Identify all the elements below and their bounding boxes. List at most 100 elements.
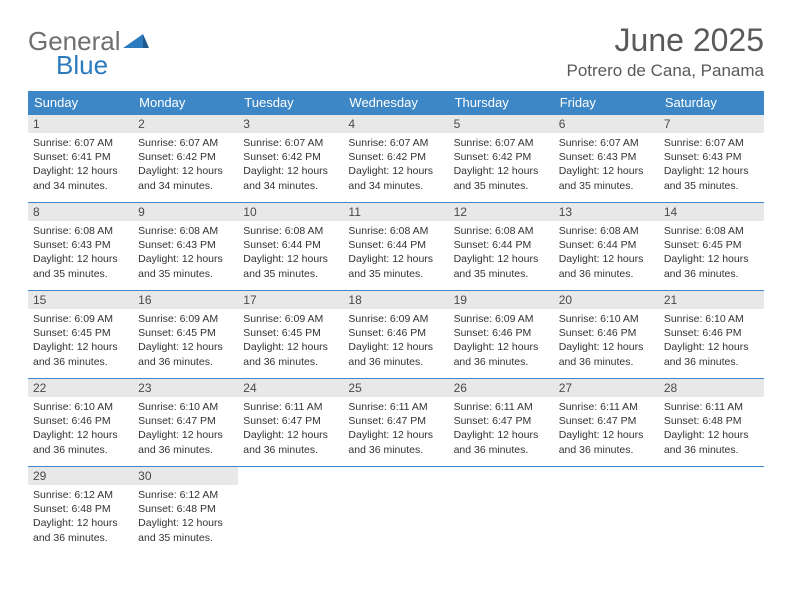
day-cell: 21Sunrise: 6:10 AMSunset: 6:46 PMDayligh…	[659, 291, 764, 379]
day-cell: 27Sunrise: 6:11 AMSunset: 6:47 PMDayligh…	[554, 379, 659, 467]
sunrise-line: Sunrise: 6:08 AM	[33, 224, 128, 238]
sunrise-line: Sunrise: 6:09 AM	[138, 312, 233, 326]
day-number: 19	[449, 291, 554, 309]
sunset-line: Sunset: 6:45 PM	[664, 238, 759, 252]
day-details: Sunrise: 6:08 AMSunset: 6:44 PMDaylight:…	[554, 221, 659, 285]
sunset-line: Sunset: 6:43 PM	[559, 150, 654, 164]
day-number: 3	[238, 115, 343, 133]
daylight-line: Daylight: 12 hours and 35 minutes.	[138, 516, 233, 544]
sunset-line: Sunset: 6:44 PM	[559, 238, 654, 252]
day-cell: 9Sunrise: 6:08 AMSunset: 6:43 PMDaylight…	[133, 203, 238, 291]
day-details: Sunrise: 6:08 AMSunset: 6:44 PMDaylight:…	[238, 221, 343, 285]
week-row: 1Sunrise: 6:07 AMSunset: 6:41 PMDaylight…	[28, 115, 764, 203]
daylight-line: Daylight: 12 hours and 36 minutes.	[559, 340, 654, 368]
day-cell: 2Sunrise: 6:07 AMSunset: 6:42 PMDaylight…	[133, 115, 238, 203]
day-details: Sunrise: 6:08 AMSunset: 6:43 PMDaylight:…	[133, 221, 238, 285]
sunrise-line: Sunrise: 6:08 AM	[559, 224, 654, 238]
day-details: Sunrise: 6:11 AMSunset: 6:47 PMDaylight:…	[554, 397, 659, 461]
weekday-header-row: Sunday Monday Tuesday Wednesday Thursday…	[28, 91, 764, 115]
day-cell: 26Sunrise: 6:11 AMSunset: 6:47 PMDayligh…	[449, 379, 554, 467]
day-details: Sunrise: 6:09 AMSunset: 6:46 PMDaylight:…	[343, 309, 448, 373]
day-cell	[238, 467, 343, 555]
day-cell: 3Sunrise: 6:07 AMSunset: 6:42 PMDaylight…	[238, 115, 343, 203]
sunset-line: Sunset: 6:44 PM	[454, 238, 549, 252]
day-details: Sunrise: 6:09 AMSunset: 6:45 PMDaylight:…	[238, 309, 343, 373]
day-cell	[343, 467, 448, 555]
day-details: Sunrise: 6:07 AMSunset: 6:42 PMDaylight:…	[238, 133, 343, 197]
day-cell: 19Sunrise: 6:09 AMSunset: 6:46 PMDayligh…	[449, 291, 554, 379]
weekday-header: Monday	[133, 91, 238, 115]
brand-logo-text: General Blue	[28, 28, 121, 78]
day-number: 29	[28, 467, 133, 485]
day-number: 12	[449, 203, 554, 221]
day-cell: 28Sunrise: 6:11 AMSunset: 6:48 PMDayligh…	[659, 379, 764, 467]
day-cell: 29Sunrise: 6:12 AMSunset: 6:48 PMDayligh…	[28, 467, 133, 555]
day-details: Sunrise: 6:11 AMSunset: 6:48 PMDaylight:…	[659, 397, 764, 461]
daylight-line: Daylight: 12 hours and 35 minutes.	[559, 164, 654, 192]
day-number: 26	[449, 379, 554, 397]
daylight-line: Daylight: 12 hours and 36 minutes.	[348, 340, 443, 368]
sunset-line: Sunset: 6:43 PM	[33, 238, 128, 252]
brand-triangle-icon	[123, 30, 149, 52]
day-number: 11	[343, 203, 448, 221]
daylight-line: Daylight: 12 hours and 34 minutes.	[33, 164, 128, 192]
day-number: 9	[133, 203, 238, 221]
day-number: 17	[238, 291, 343, 309]
brand-logo: General Blue	[28, 22, 149, 78]
daylight-line: Daylight: 12 hours and 36 minutes.	[454, 428, 549, 456]
day-number: 10	[238, 203, 343, 221]
day-cell: 18Sunrise: 6:09 AMSunset: 6:46 PMDayligh…	[343, 291, 448, 379]
day-number: 23	[133, 379, 238, 397]
week-row: 29Sunrise: 6:12 AMSunset: 6:48 PMDayligh…	[28, 467, 764, 555]
daylight-line: Daylight: 12 hours and 34 minutes.	[138, 164, 233, 192]
sunset-line: Sunset: 6:43 PM	[664, 150, 759, 164]
daylight-line: Daylight: 12 hours and 35 minutes.	[348, 252, 443, 280]
sunset-line: Sunset: 6:48 PM	[138, 502, 233, 516]
daylight-line: Daylight: 12 hours and 35 minutes.	[138, 252, 233, 280]
day-cell: 20Sunrise: 6:10 AMSunset: 6:46 PMDayligh…	[554, 291, 659, 379]
day-details: Sunrise: 6:12 AMSunset: 6:48 PMDaylight:…	[133, 485, 238, 549]
sunset-line: Sunset: 6:44 PM	[348, 238, 443, 252]
day-number: 20	[554, 291, 659, 309]
daylight-line: Daylight: 12 hours and 36 minutes.	[664, 252, 759, 280]
calendar-table: Sunday Monday Tuesday Wednesday Thursday…	[28, 91, 764, 555]
sunset-line: Sunset: 6:42 PM	[348, 150, 443, 164]
sunset-line: Sunset: 6:47 PM	[243, 414, 338, 428]
daylight-line: Daylight: 12 hours and 36 minutes.	[33, 340, 128, 368]
daylight-line: Daylight: 12 hours and 36 minutes.	[664, 340, 759, 368]
sunset-line: Sunset: 6:45 PM	[33, 326, 128, 340]
week-row: 15Sunrise: 6:09 AMSunset: 6:45 PMDayligh…	[28, 291, 764, 379]
day-details: Sunrise: 6:07 AMSunset: 6:42 PMDaylight:…	[449, 133, 554, 197]
day-details: Sunrise: 6:07 AMSunset: 6:43 PMDaylight:…	[554, 133, 659, 197]
sunset-line: Sunset: 6:47 PM	[559, 414, 654, 428]
sunrise-line: Sunrise: 6:11 AM	[664, 400, 759, 414]
day-cell: 6Sunrise: 6:07 AMSunset: 6:43 PMDaylight…	[554, 115, 659, 203]
sunrise-line: Sunrise: 6:07 AM	[138, 136, 233, 150]
day-cell: 1Sunrise: 6:07 AMSunset: 6:41 PMDaylight…	[28, 115, 133, 203]
page: General Blue June 2025 Potrero de Cana, …	[0, 0, 792, 555]
day-details: Sunrise: 6:08 AMSunset: 6:44 PMDaylight:…	[449, 221, 554, 285]
day-cell: 14Sunrise: 6:08 AMSunset: 6:45 PMDayligh…	[659, 203, 764, 291]
sunrise-line: Sunrise: 6:11 AM	[454, 400, 549, 414]
day-cell: 10Sunrise: 6:08 AMSunset: 6:44 PMDayligh…	[238, 203, 343, 291]
day-details: Sunrise: 6:08 AMSunset: 6:44 PMDaylight:…	[343, 221, 448, 285]
day-cell: 5Sunrise: 6:07 AMSunset: 6:42 PMDaylight…	[449, 115, 554, 203]
daylight-line: Daylight: 12 hours and 35 minutes.	[33, 252, 128, 280]
day-cell	[659, 467, 764, 555]
day-details: Sunrise: 6:07 AMSunset: 6:42 PMDaylight:…	[343, 133, 448, 197]
daylight-line: Daylight: 12 hours and 36 minutes.	[664, 428, 759, 456]
daylight-line: Daylight: 12 hours and 36 minutes.	[243, 340, 338, 368]
sunset-line: Sunset: 6:44 PM	[243, 238, 338, 252]
day-details: Sunrise: 6:07 AMSunset: 6:43 PMDaylight:…	[659, 133, 764, 197]
day-details: Sunrise: 6:10 AMSunset: 6:46 PMDaylight:…	[28, 397, 133, 461]
sunset-line: Sunset: 6:42 PM	[454, 150, 549, 164]
sunset-line: Sunset: 6:46 PM	[559, 326, 654, 340]
sunrise-line: Sunrise: 6:07 AM	[348, 136, 443, 150]
sunset-line: Sunset: 6:46 PM	[454, 326, 549, 340]
weekday-header: Friday	[554, 91, 659, 115]
day-cell: 7Sunrise: 6:07 AMSunset: 6:43 PMDaylight…	[659, 115, 764, 203]
day-details: Sunrise: 6:09 AMSunset: 6:45 PMDaylight:…	[28, 309, 133, 373]
sunset-line: Sunset: 6:42 PM	[243, 150, 338, 164]
sunrise-line: Sunrise: 6:10 AM	[138, 400, 233, 414]
sunrise-line: Sunrise: 6:08 AM	[138, 224, 233, 238]
